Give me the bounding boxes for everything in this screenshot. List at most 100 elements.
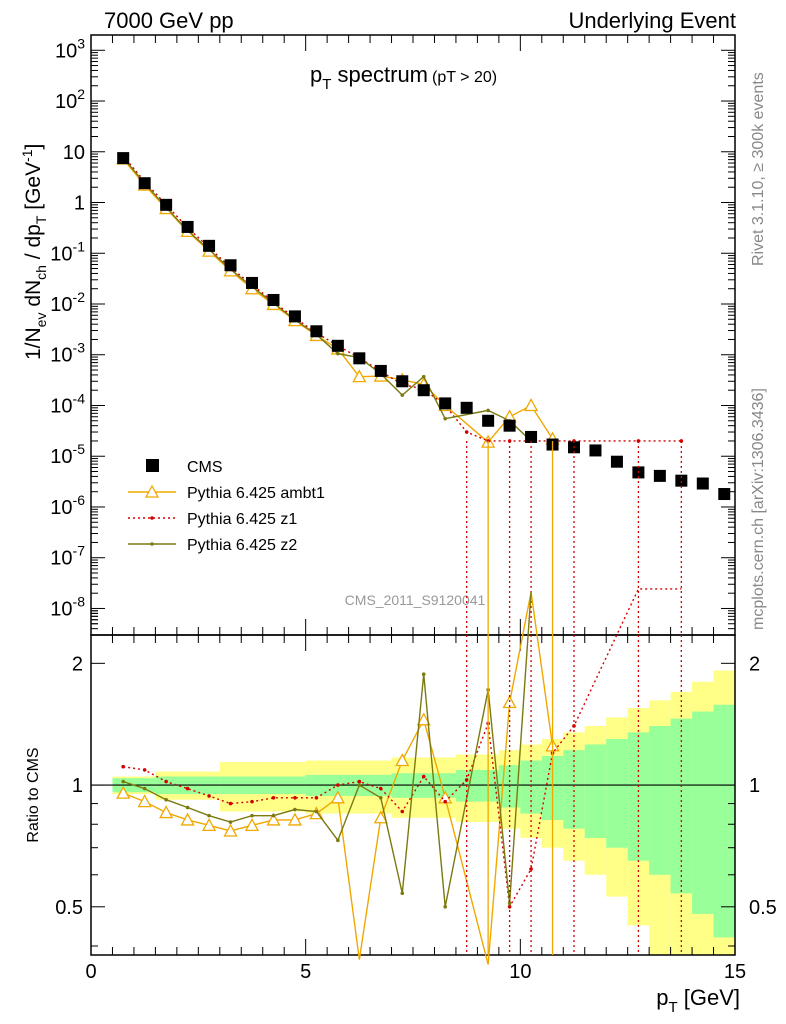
main-y-tick-label: 10-6 — [50, 492, 85, 519]
main-y-tick-label: 1 — [74, 193, 85, 215]
cms-point — [288, 310, 301, 323]
band-inner-5 — [455, 769, 499, 802]
pythia-6-425-z1-ratio-point — [529, 867, 533, 871]
ratio-y-tick-label-right: 0.5 — [749, 897, 777, 919]
cms-point — [653, 469, 666, 482]
main-y-tick-label: 10-5 — [50, 441, 85, 468]
plot-title: pT spectrum (pT > 20) — [310, 62, 497, 93]
main-panel-series — [116, 151, 731, 635]
ratio-y-tick-label-right: 2 — [749, 653, 760, 675]
pythia-6-425-ambt1-ratio-point — [395, 753, 410, 767]
ratio-y-axis-label: Ratio to CMS — [25, 747, 42, 842]
pythia-6-425-ambt1-ratio-point — [201, 817, 217, 832]
cms-point — [267, 293, 280, 306]
pythia-6-425-z2-ratio-point — [142, 786, 147, 791]
title-t: T — [322, 76, 331, 93]
band-inner-15 — [692, 711, 714, 914]
pythia-6-425-z1-point — [464, 430, 469, 434]
pythia-6-425-z1-line — [122, 155, 682, 442]
cms-point — [396, 375, 409, 388]
pythia-6-425-ambt1-point — [523, 398, 539, 412]
ratio-y-tick-label: 0.5 — [55, 897, 83, 919]
title-spectrum: spectrum — [331, 62, 428, 87]
cms-point — [675, 474, 688, 487]
pythia-6-425-z2-ratio-point — [379, 796, 383, 800]
legend-cms-label: CMS — [187, 459, 223, 476]
cms-point — [696, 477, 709, 490]
pythia-6-425-z2-ratio-point — [400, 891, 405, 896]
main-y-tick-label: 103 — [55, 35, 85, 62]
cms-point — [610, 455, 623, 468]
pythia-6-425-z2-ratio-point — [336, 838, 340, 843]
cms-point — [310, 325, 323, 338]
pythia-6-425-ambt1-line — [122, 158, 554, 444]
pythia-6-425-ambt1-ratio-point — [180, 812, 195, 826]
ratio-y-tick-label: 1 — [72, 775, 83, 797]
title-p: p — [310, 62, 322, 87]
pythia-6-425-z1-ratio-point — [314, 796, 319, 800]
legend-cms-marker — [146, 459, 159, 472]
pythia-6-425-ambt1-ratio-point — [287, 812, 303, 826]
header-right: Underlying Event — [568, 8, 736, 33]
pythia-6-425-ambt1-ratio-point — [330, 790, 345, 804]
main-y-tick-label: 10-1 — [50, 238, 85, 265]
main-y-tick-label: 10-3 — [50, 340, 85, 367]
pythia-6-425-z1-ratio-point — [185, 786, 190, 791]
pythia-6-425-z2-ratio-point — [314, 809, 319, 814]
x-axis-label: pT [GeV] — [656, 985, 740, 1016]
x-tick-label: 0 — [85, 961, 96, 983]
pythia-6-425-ambt1-ratio-point — [116, 785, 131, 799]
pythia-6-425-z1-ratio-point — [443, 799, 448, 804]
rivet-label: Rivet 3.1.10, ≥ 300k events — [750, 72, 767, 266]
pythia-6-425-ambt1-ratio-point — [137, 794, 152, 808]
pythia-6-425-z2-point — [400, 393, 405, 397]
pythia-6-425-z2-ratio-point — [121, 779, 125, 784]
cms-point — [482, 414, 495, 427]
analysis-watermark: CMS_2011_S9120041 — [345, 592, 486, 608]
cms-point — [203, 239, 216, 252]
pythia-6-425-z1-ratio-point — [207, 794, 211, 798]
main-y-tick-label: 10-8 — [50, 593, 85, 620]
band-inner-7 — [520, 760, 542, 814]
header-left: 7000 GeV pp — [104, 8, 234, 33]
pythia-6-425-ambt1-point — [352, 369, 367, 383]
cms-point — [160, 198, 173, 211]
cms-point — [117, 152, 130, 165]
band-inner-11 — [606, 738, 628, 848]
legend-pythia-6-425-z2-marker — [150, 542, 154, 546]
pythia-6-425-ambt1-ratio-point — [223, 823, 238, 837]
pythia-6-425-z2-ratio-point — [507, 901, 512, 906]
pythia-6-425-z1-ratio-point — [357, 779, 362, 784]
pythia-6-425-z2-point — [443, 416, 448, 421]
pythia-6-425-ambt1-ratio-point — [159, 805, 174, 819]
pythia-6-425-z2-point — [486, 408, 490, 413]
cms-point — [439, 397, 452, 410]
ratio-y-tick-label: 2 — [72, 653, 83, 675]
ratio-uncertainty-bands — [112, 670, 735, 955]
pythia-6-425-z1-ratio-point — [421, 774, 426, 779]
pythia-6-425-z2-ratio-point — [271, 813, 276, 818]
legend-pythia-6-425-ambt1-label: Pythia 6.425 ambt1 — [187, 485, 325, 502]
pythia-6-425-z1-ratio-point — [250, 799, 254, 804]
pythia-6-425-z2-ratio-point — [250, 813, 254, 818]
cms-point — [525, 430, 538, 443]
cms-point — [503, 419, 516, 432]
main-y-axis-label: 1/Nev dNch / dpT [GeV-1] — [19, 144, 49, 360]
x-tick-label: 5 — [300, 961, 311, 983]
band-inner-10 — [584, 744, 607, 838]
pythia-6-425-ambt1-ratio-point — [373, 810, 388, 824]
main-panel-axes: 10310210110-110-210-310-410-510-610-710-… — [50, 34, 736, 636]
cms-point — [417, 384, 430, 397]
cms-point — [246, 276, 258, 289]
band-inner-16 — [713, 704, 735, 938]
x-tick-label: 10 — [509, 961, 531, 983]
pythia-6-425-z2-ratio-point — [357, 783, 362, 787]
cms-point — [374, 364, 387, 377]
legend-pythia-6-425-z1-marker — [150, 516, 154, 520]
main-y-tick-label: 102 — [55, 86, 85, 113]
cms-point — [331, 339, 344, 352]
pythia-6-425-ambt1-ratio-point — [502, 695, 517, 709]
main-y-tick-label: 10 — [63, 142, 85, 164]
pythia-6-425-z1-ratio-point — [336, 783, 340, 787]
